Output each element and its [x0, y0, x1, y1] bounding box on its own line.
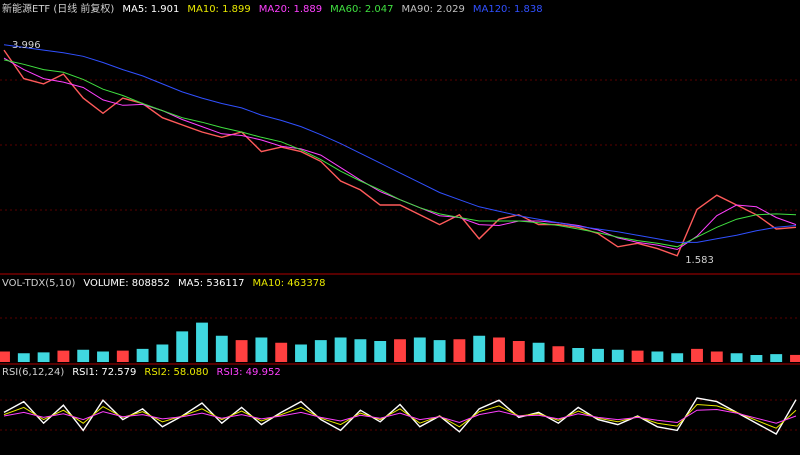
series-line [3, 57, 797, 251]
volume-bar [156, 344, 169, 362]
header-label: MA60: 2.047 [330, 4, 393, 15]
volume-bar [255, 337, 268, 362]
volume-bar [750, 355, 763, 362]
price-annotation: 3.996 [12, 40, 41, 51]
volume-bar [473, 335, 486, 362]
volume-bar [97, 351, 109, 362]
volume-bar [631, 350, 644, 362]
volume-bar [770, 354, 783, 362]
series-line [3, 408, 797, 424]
header-label: VOLUME: 808852 [83, 278, 170, 289]
volume-bar [215, 335, 228, 362]
series-line [3, 59, 797, 248]
volume-bar [394, 339, 406, 362]
header-label: MA5: 1.901 [122, 4, 179, 15]
price-annotation: 1.583 [685, 255, 714, 266]
header-label: MA20: 1.889 [259, 4, 322, 15]
volume-bar [611, 349, 624, 362]
volume-bar [730, 353, 743, 362]
volume-bar [532, 342, 545, 362]
volume-bar [176, 331, 189, 362]
volume-bar [196, 322, 208, 362]
volume-bar [651, 351, 664, 362]
volume-bar [0, 351, 10, 362]
volume-bar [512, 341, 525, 362]
volume-bar [116, 350, 129, 362]
volume-bar [57, 350, 70, 362]
volume-bar [572, 348, 585, 362]
volume-bar [691, 348, 703, 362]
volume-bar [295, 344, 307, 362]
series-line [3, 49, 797, 257]
volume-bar [493, 337, 505, 362]
header-label: VOL-TDX(5,10) [2, 278, 75, 289]
volume-bar [592, 348, 604, 362]
volume-bar [334, 337, 347, 362]
header-label: MA120: 1.838 [473, 4, 543, 15]
series-line [3, 397, 797, 435]
volume-bar [275, 342, 288, 362]
header-label: MA5: 536117 [178, 278, 245, 289]
header-label: MA10: 1.899 [187, 4, 250, 15]
series-line [3, 44, 797, 243]
volume-bar [136, 348, 149, 362]
volume-bar [433, 340, 446, 362]
header-label: RSI3: 49.952 [217, 367, 281, 378]
series-line [3, 403, 797, 429]
header-label: MA90: 2.029 [401, 4, 464, 15]
volume-bar [374, 341, 387, 362]
volume-bar [354, 339, 367, 362]
header-label: 新能源ETF (日线 前复权) [2, 2, 114, 15]
header-label: RSI1: 72.579 [72, 367, 136, 378]
volume-bar [552, 346, 565, 362]
volume-bar [37, 352, 50, 362]
volume-bar [17, 353, 30, 362]
volume-bar [710, 351, 723, 362]
volume-bar [453, 339, 466, 362]
header-label: RSI(6,12,24) [2, 367, 64, 378]
volume-bar [413, 337, 426, 362]
volume-bar [77, 349, 90, 362]
header-label: RSI2: 58.080 [144, 367, 208, 378]
volume-bar [235, 340, 248, 362]
volume-bar [790, 354, 800, 362]
header-label: MA10: 463378 [253, 278, 326, 289]
volume-bar [314, 340, 327, 362]
volume-bar [671, 353, 684, 362]
